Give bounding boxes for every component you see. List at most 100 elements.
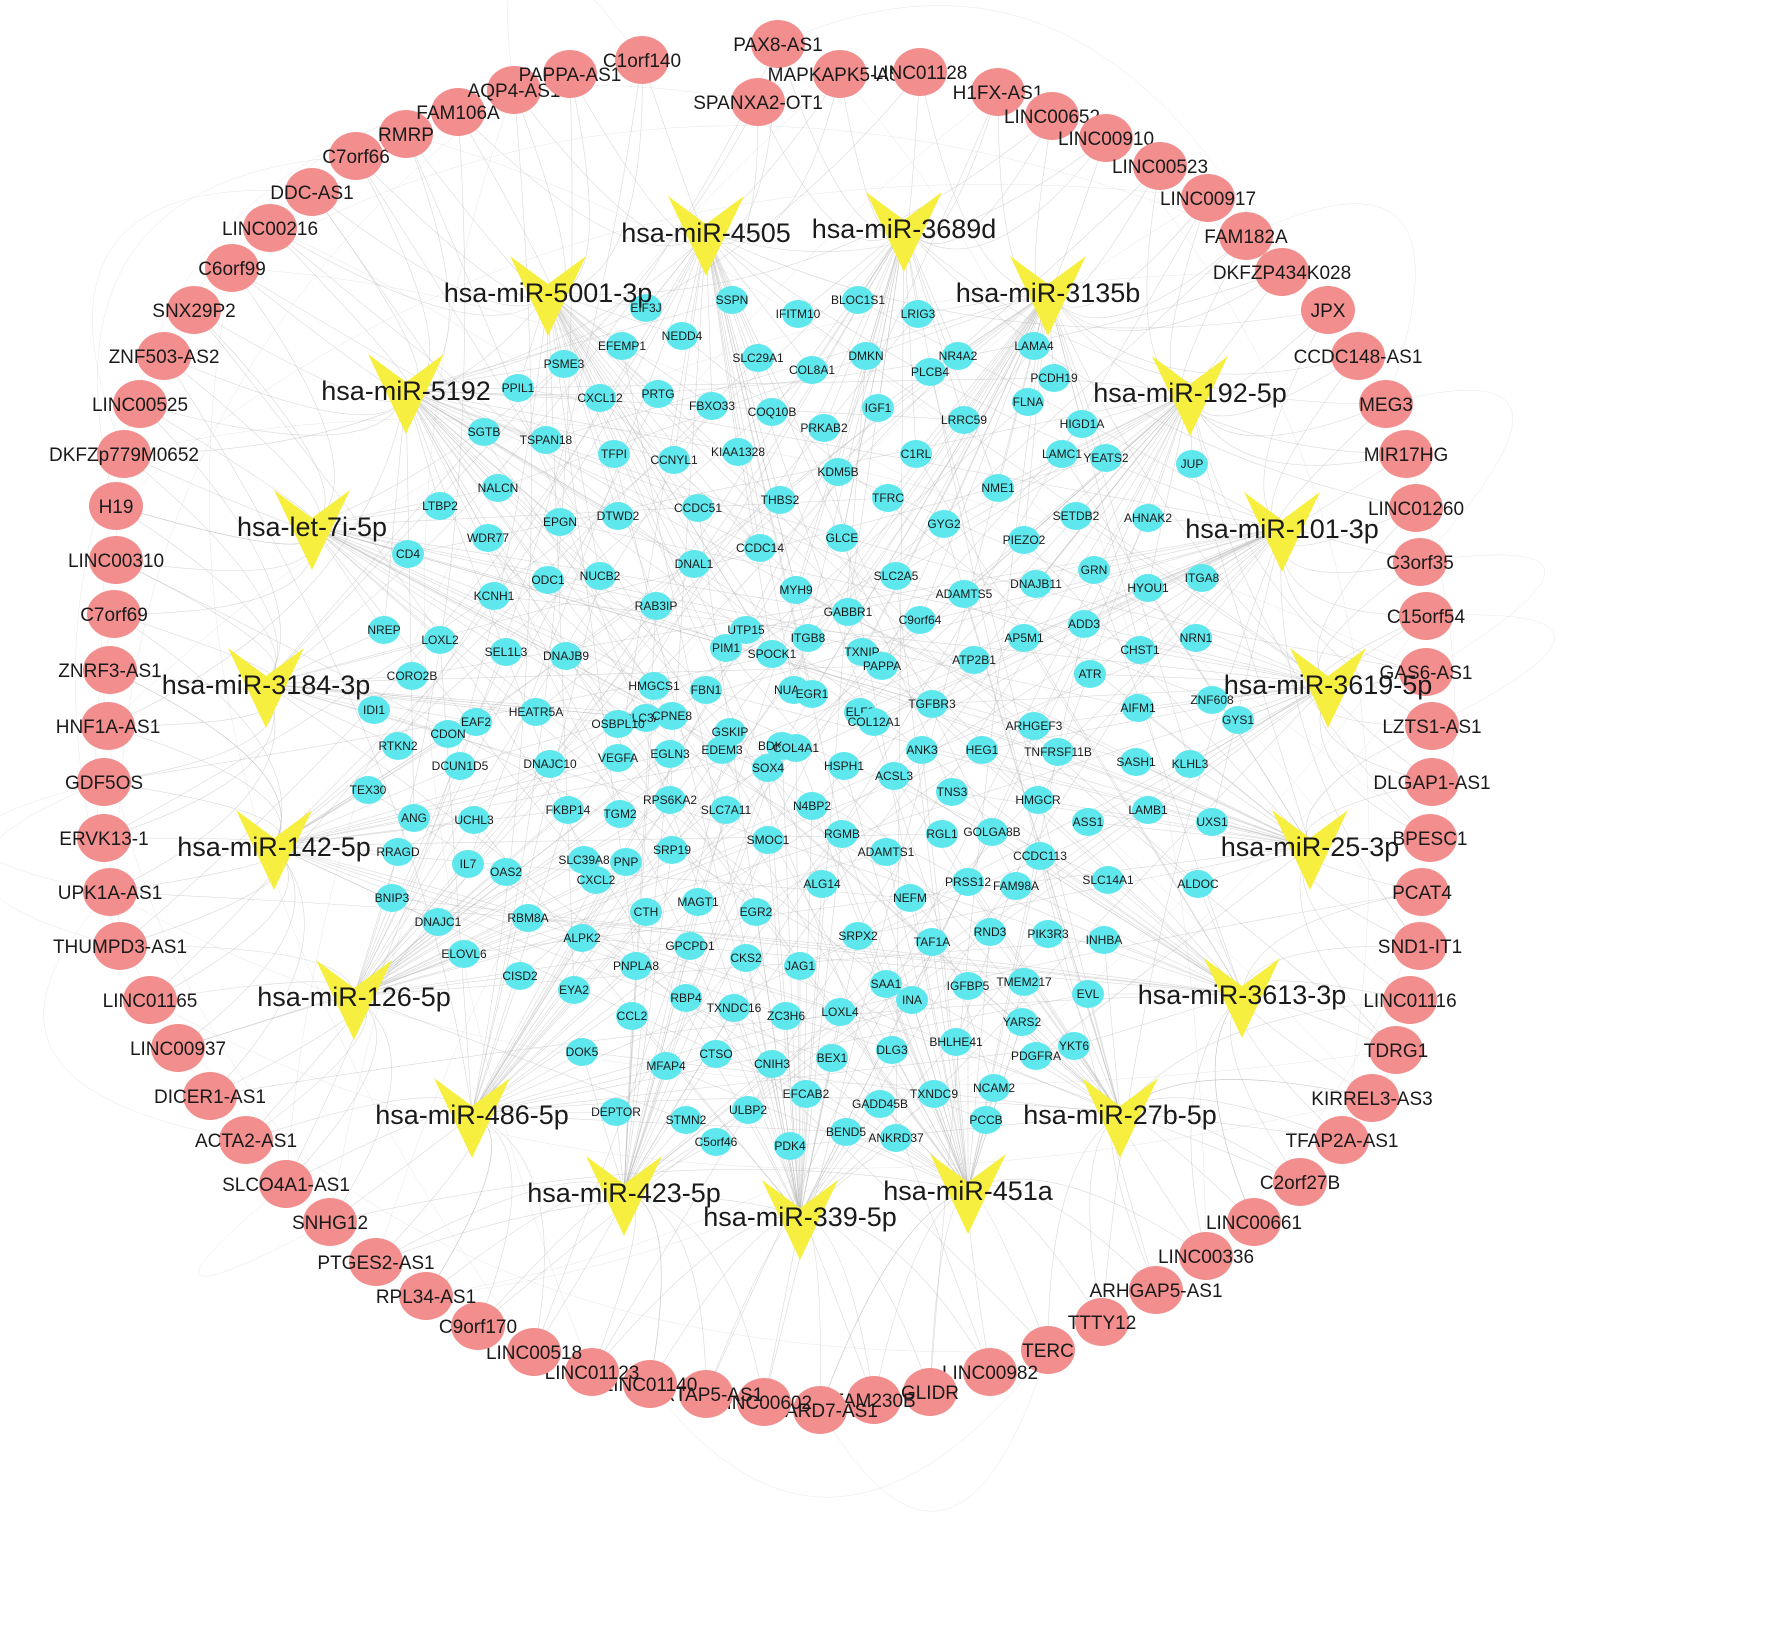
interaction-edge (103, 527, 1283, 783)
interaction-edge (1197, 845, 1311, 885)
lncrna-node-linc00216: LINC00216 (222, 204, 318, 252)
lncrna-node-rmrp: RMRP (378, 110, 434, 158)
lncrna-node-shape (83, 868, 137, 916)
mrna-node-label: C5orf46 (695, 1135, 738, 1149)
mrna-node-sspn: SSPN (716, 286, 748, 314)
mrna-node-label: SASH1 (1116, 755, 1156, 769)
interaction-edge (547, 59, 643, 293)
mrna-node-kdm5b: KDM5B (817, 458, 859, 486)
lncrna-node-label: TFAP2A-AS1 (1286, 1131, 1399, 1152)
mirna-node-shape (1244, 492, 1320, 572)
lncrna-node-label: PAX8-AS1 (733, 35, 822, 56)
interaction-edge (311, 525, 1035, 727)
lncrna-node-label: LINC00336 (1158, 1247, 1254, 1268)
interaction-edge (797, 313, 1329, 685)
mrna-node-shape (448, 940, 480, 968)
interaction-edge (547, 115, 1053, 295)
interaction-edge (471, 911, 647, 1115)
mrna-node-shape (1018, 332, 1050, 360)
interaction-edge (425, 1113, 492, 1297)
mirna-node-hsa-mir-27b-5p: hsa-miR-27b-5p (1023, 1078, 1217, 1158)
interaction-edge (115, 183, 1209, 507)
mrna-node-shape (630, 898, 662, 926)
mrna-node-plcb4: PLCB4 (911, 358, 949, 386)
lncrna-node-label: THUMPD3-AS1 (53, 937, 187, 958)
mrna-node-shape (382, 732, 414, 760)
interaction-edge (193, 309, 326, 527)
mrna-node-shape (1120, 748, 1152, 776)
lncrna-node-shape (1273, 1158, 1327, 1206)
mrna-node-shape (468, 418, 500, 446)
lncrna-node-mir17hg: MIR17HG (1364, 430, 1448, 478)
mirna-node-shape (434, 1078, 510, 1158)
mrna-node-ykt6: YKT6 (1058, 1032, 1090, 1060)
interaction-edge (697, 527, 1283, 903)
mrna-node-label: CCNYL1 (650, 453, 698, 467)
mrna-node-label: INA (902, 993, 922, 1007)
interaction-edge (269, 227, 411, 391)
mrna-node-label: LAMC1 (1042, 447, 1082, 461)
mrna-node-label: EGLN3 (650, 747, 690, 761)
mirna-node-label: hsa-miR-5001-3p (444, 278, 653, 308)
mrna-node-label: COL4A1 (773, 741, 819, 755)
lncrna-node-shape (1405, 702, 1459, 750)
interaction-edge (1015, 885, 1243, 995)
mirna-node-hsa-mir-339-5p: hsa-miR-339-5p (703, 1180, 897, 1260)
lncrna-node-label: KRTAP5-AS1 (649, 1385, 763, 1406)
interaction-edge (353, 975, 521, 997)
interaction-edge (353, 111, 466, 997)
interaction-edge (353, 59, 643, 997)
interaction-edge (149, 999, 1373, 1169)
mrna-node-flna: FLNA (1012, 388, 1044, 416)
interaction-edge (733, 1007, 801, 1217)
mrna-node-pcdh19: PCDH19 (1030, 364, 1078, 392)
mrna-node-shape (1072, 808, 1104, 836)
lncrna-node-znf503-as2: ZNF503-AS2 (109, 332, 219, 380)
lncrna-node-label: SNX29P2 (152, 301, 235, 322)
mrna-node-shape (700, 1128, 732, 1156)
lncrna-node-dkfzp434k028: DKFZP434K028 (1213, 248, 1351, 296)
mrna-node-shape (1078, 556, 1110, 584)
mirna-node-label: hsa-miR-3619-5p (1224, 670, 1433, 700)
mrna-node-shape (532, 566, 564, 594)
interaction-edge (273, 357, 759, 847)
interaction-edge (497, 291, 1049, 489)
mrna-node-shape (352, 776, 384, 804)
mrna-node-shape (478, 582, 510, 610)
mrna-node-label: PRSS12 (945, 875, 991, 889)
mrna-node-col8a1: COL8A1 (789, 356, 835, 384)
mrna-node-sel1l3: SEL1L3 (485, 638, 528, 666)
mrna-node-shape (358, 696, 390, 724)
lncrna-node-label: TDRG1 (1364, 1041, 1428, 1062)
mrna-node-label: CISD2 (502, 969, 538, 983)
interaction-edge (329, 995, 392, 1223)
mrna-node-label: SMOC1 (747, 833, 790, 847)
mrna-node-c9orf64: C9orf64 (899, 606, 942, 634)
interaction-edge (623, 1191, 765, 1403)
mrna-node-label: CTH (634, 905, 659, 919)
interaction-edge (109, 891, 1243, 995)
mrna-node-shape (864, 1090, 896, 1118)
interaction-edge (149, 231, 707, 1001)
mrna-node-gyg2: GYG2 (927, 510, 961, 538)
interaction-edge (1087, 993, 1121, 1115)
lncrna-node-shape (83, 646, 137, 694)
lncrna-node-kirrel3-as3: KIRREL3-AS3 (1311, 1074, 1433, 1122)
lncrna-node-label: H19 (99, 497, 134, 518)
lncrna-node-shape (1227, 1198, 1281, 1246)
mrna-node-nr4a2: NR4A2 (939, 342, 978, 370)
lncrna-node-label: HNF1A-AS1 (56, 717, 161, 738)
interaction-edge (113, 613, 283, 847)
mrna-node-shape (642, 380, 674, 408)
mirna-node-shape (1272, 810, 1348, 890)
lncrna-node-shape (87, 590, 141, 638)
interaction-edge (353, 809, 569, 997)
mrna-node-grn: GRN (1078, 556, 1110, 584)
mrna-node-shape (1180, 624, 1212, 652)
mrna-node-shape (696, 392, 728, 420)
mrna-node-label: SLC14A1 (1082, 873, 1134, 887)
interaction-edge (265, 683, 399, 747)
interaction-edge (517, 387, 1283, 529)
mrna-node-epgn: EPGN (543, 508, 577, 536)
mrna-node-label: ULBP2 (729, 1103, 767, 1117)
